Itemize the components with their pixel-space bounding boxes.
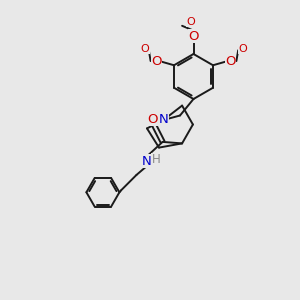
Text: N: N bbox=[159, 113, 168, 126]
Text: O: O bbox=[226, 55, 236, 68]
Text: O: O bbox=[186, 17, 195, 27]
Text: N: N bbox=[142, 154, 152, 168]
Text: O: O bbox=[148, 113, 158, 126]
Text: H: H bbox=[152, 153, 160, 166]
Text: O: O bbox=[140, 44, 149, 54]
Text: O: O bbox=[188, 29, 199, 43]
Text: O: O bbox=[151, 55, 161, 68]
Text: O: O bbox=[238, 44, 247, 54]
